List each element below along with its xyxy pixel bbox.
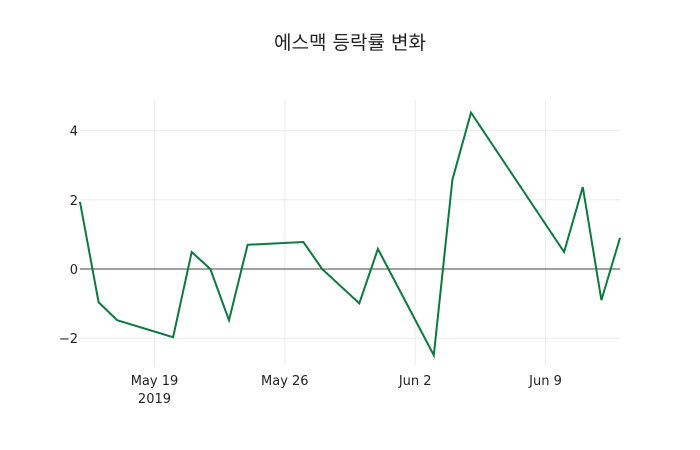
chart-title: 에스맥 등락률 변화 — [274, 32, 426, 54]
x-tick-label: May 19 — [131, 374, 179, 389]
y-tick-label: 0 — [70, 263, 78, 278]
y-tick-label: 2 — [70, 194, 78, 209]
x-tick-label: May 26 — [261, 374, 309, 389]
y-tick-label: 4 — [70, 125, 78, 140]
x-tick-year-label: 2019 — [138, 392, 171, 407]
y-tick-label: −2 — [59, 332, 78, 347]
y-axis-ticks: −2 0 2 4 — [59, 125, 78, 348]
x-axis-ticks: May 19 2019 May 26 Jun 2 Jun 9 — [131, 374, 562, 407]
x-tick-label: Jun 2 — [398, 374, 432, 389]
x-tick-label: Jun 9 — [528, 374, 562, 389]
gridlines — [80, 100, 620, 365]
series-line — [79, 110, 621, 359]
